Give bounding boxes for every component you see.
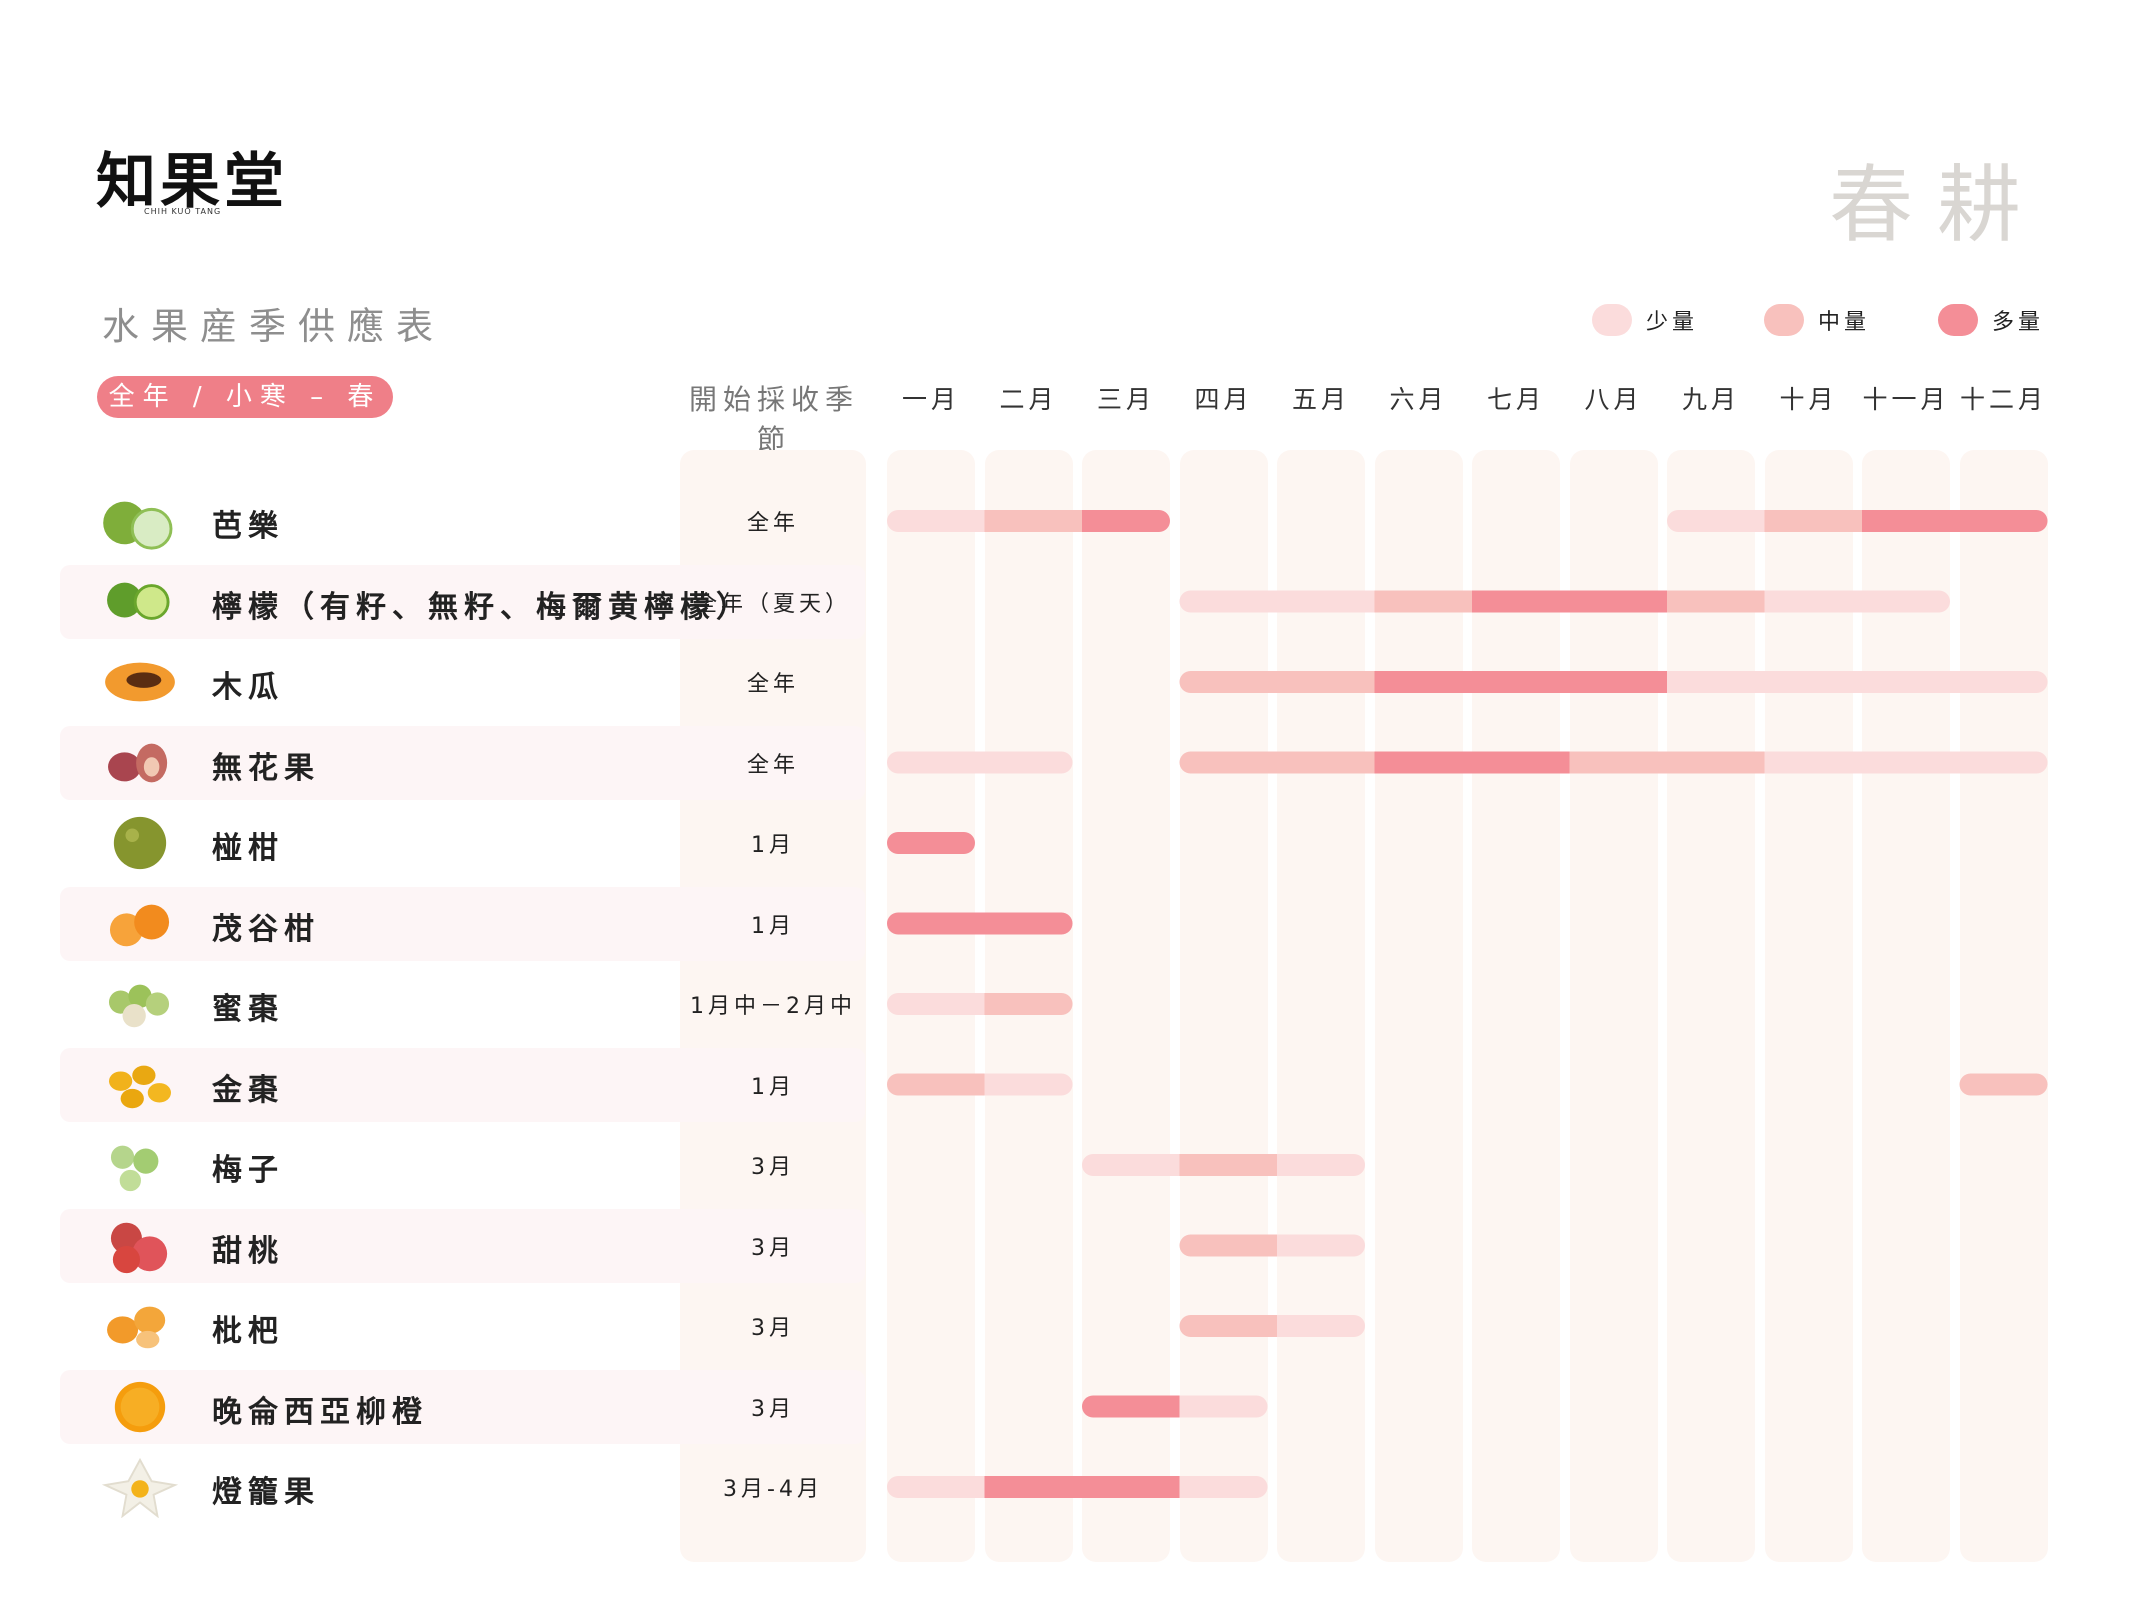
month-header: 六月	[1389, 385, 1448, 414]
harvest-start: 全年	[746, 672, 799, 697]
legend-item-medium: 中量	[1764, 300, 1870, 340]
harvest-start: 全年	[746, 752, 799, 778]
month-column-bg	[1862, 450, 1950, 1562]
row-band	[60, 1047, 865, 1122]
fruit-name: 木瓜	[212, 670, 284, 705]
page-subtitle: 水果産季供應表	[102, 305, 445, 348]
period-badge: 全年 / 小寒 – 春分	[97, 376, 393, 454]
month-header: 五月	[1291, 385, 1350, 414]
harvest-start: 1月	[751, 1074, 795, 1100]
harvest-start: 1月	[751, 833, 795, 858]
fig-icon	[100, 732, 180, 794]
month-header: 九月	[1681, 385, 1740, 414]
ponkan-icon	[100, 812, 180, 874]
season-title: 春耕	[1828, 156, 2045, 254]
month-header: 十一月	[1862, 385, 1950, 414]
month-column-bg	[1277, 450, 1365, 1562]
fruit-name: 芭樂	[212, 509, 284, 544]
month-header: 四月	[1194, 385, 1253, 414]
month-column-bg	[1569, 450, 1658, 1562]
jujube-icon	[100, 973, 180, 1035]
month-header: 十月	[1779, 385, 1838, 414]
murcott-icon	[100, 893, 180, 955]
harvest-start: 3月	[751, 1155, 795, 1180]
fruit-name: 甜桃	[212, 1233, 284, 1269]
papaya-icon	[100, 651, 180, 713]
fruit-name: 檸檬（有籽、無籽、梅爾黄檸檬）	[212, 589, 752, 625]
legend-swatch-medium	[1764, 304, 1804, 336]
month-header: 七月	[1486, 385, 1545, 414]
month-column-bg	[1472, 450, 1560, 1562]
fruit-name: 茂谷柑	[212, 911, 320, 947]
month-header: 二月	[999, 385, 1058, 414]
month-header: 十二月	[1959, 385, 2047, 414]
fruit-name: 梅子	[212, 1153, 284, 1188]
harvest-start: 1月	[751, 913, 795, 939]
month-column-bg	[1374, 450, 1463, 1562]
fruit-name: 蜜棗	[212, 992, 284, 1027]
month-column-bg	[1959, 450, 2048, 1562]
fruit-name: 枇杷	[212, 1314, 284, 1349]
brand-logo: 知果堂 CHIH KUO TANG	[96, 150, 296, 230]
harvest-start: 全年	[746, 511, 799, 536]
legend-label-medium: 中量	[1818, 310, 1871, 335]
legend-item-heavy: 多量	[1938, 300, 2044, 340]
kumquat-icon	[100, 1054, 180, 1116]
row-band	[60, 1208, 865, 1283]
brand-logo-text: 知果堂	[96, 147, 288, 217]
month-column-bg	[887, 450, 975, 1562]
fruit-name: 晚侖西亞柳橙	[212, 1394, 428, 1430]
row-band	[60, 886, 865, 961]
legend-label-heavy: 多量	[1992, 310, 2045, 335]
harvest-start: 3月	[751, 1235, 795, 1261]
row-band	[60, 725, 865, 800]
harvest-start: 1月中－2月中	[690, 994, 856, 1019]
physalis-icon	[100, 1456, 180, 1519]
lime-icon	[100, 571, 180, 633]
month-column-bg	[1082, 450, 1170, 1562]
legend-label-light: 少量	[1646, 310, 1699, 335]
legend-swatch-heavy	[1938, 304, 1978, 336]
harvest-start: 3月	[751, 1396, 795, 1422]
month-header: 八月	[1584, 385, 1643, 414]
fruit-name: 燈籠果	[212, 1475, 320, 1510]
row-band	[60, 564, 865, 639]
loquat-icon	[100, 1295, 180, 1357]
fruit-name: 椪柑	[212, 831, 284, 866]
fruit-name: 無花果	[212, 750, 320, 786]
harvest-start: 3月-4月	[723, 1477, 823, 1502]
season-column-header: 開始採收季節	[688, 383, 859, 456]
guava-icon	[100, 490, 180, 552]
plum-icon	[100, 1134, 180, 1196]
row-band	[60, 1369, 865, 1444]
month-column-bg	[1764, 450, 1853, 1562]
brand-logo-subtitle: CHIH KUO TANG	[144, 207, 222, 216]
harvest-start: 全年（夏天）	[694, 591, 851, 617]
month-column-bg	[1667, 450, 1755, 1562]
fruit-name: 金棗	[212, 1072, 284, 1108]
harvest-start: 3月	[751, 1316, 795, 1341]
legend-item-light: 少量	[1592, 300, 1698, 340]
legend-swatch-light	[1592, 304, 1632, 336]
orange-icon	[100, 1376, 180, 1438]
month-header: 一月	[901, 385, 960, 414]
month-column-bg	[984, 450, 1073, 1562]
month-header: 三月	[1096, 385, 1155, 414]
nectarine-icon	[100, 1215, 180, 1277]
month-column-bg	[1179, 450, 1268, 1562]
